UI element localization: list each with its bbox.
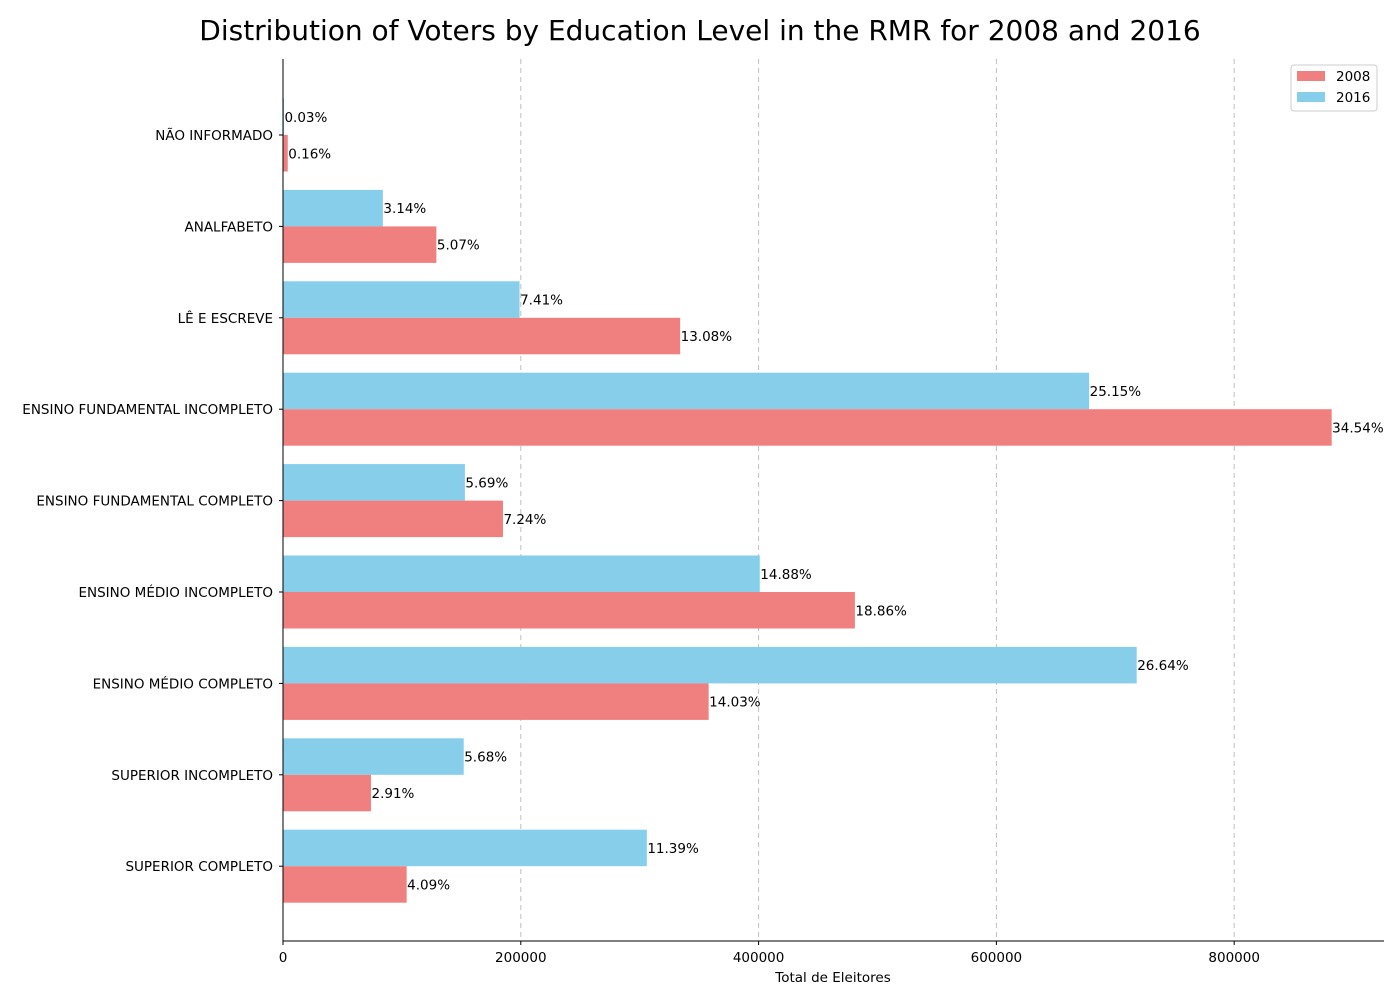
legend-label-2008: 2008 [1336,69,1370,85]
labels-layer: 0.03% 0.16% NÃO INFORMADO 3.14% 5.07% ANALFAB… [22,110,1384,966]
x-tick-label-0: 0 [279,950,288,966]
data-label-2016-0: 0.03% [284,110,327,126]
x-axis-label: Total de Eleitores [774,970,890,986]
category-label-1: ANALFABETO [184,219,273,235]
x-tick-label-2: 400000 [733,950,785,966]
category-label-4: ENSINO FUNDAMENTAL COMPLETO [36,494,273,510]
data-label-2016-3: 25.15% [1090,384,1142,400]
legend: 2008 2016 [1290,64,1378,112]
legend-label-2016: 2016 [1336,90,1370,106]
data-label-2008-6: 14.03% [709,695,761,711]
data-label-2008-3: 34.54% [1332,420,1384,436]
data-label-2008-8: 4.09% [407,877,450,893]
category-label-2: LÊ E ESCREVE [178,309,273,327]
data-label-2016-8: 11.39% [647,841,699,857]
category-label-5: ENSINO MÉDIO INCOMPLETO [78,584,273,601]
data-label-2016-5: 14.88% [760,567,812,583]
category-label-6: ENSINO MÉDIO COMPLETO [93,675,273,692]
data-label-2008-4: 7.24% [503,512,546,528]
bar-2016-3 [283,372,1090,410]
bar-2016-1 [283,189,383,227]
legend-swatch-2008 [1297,71,1325,81]
category-label-3: ENSINO FUNDAMENTAL INCOMPLETO [22,402,273,418]
bar-2008-6 [283,683,709,720]
category-label-8: SUPERIOR COMPLETO [125,859,273,875]
data-label-2008-1: 5.07% [437,238,480,254]
data-label-2016-1: 3.14% [383,201,426,217]
chart-title: Distribution of Voters by Education Leve… [199,14,1201,47]
data-label-2008-2: 13.08% [681,329,733,345]
data-label-2016-4: 5.69% [465,475,508,491]
bar-2008-8 [283,866,407,903]
bar-2008-4 [283,500,503,538]
data-label-2008-0: 0.16% [288,146,331,162]
data-label-2008-7: 2.91% [371,786,414,802]
bar-2016-4 [283,464,465,501]
x-tick-label-3: 600000 [971,950,1023,966]
data-label-2016-2: 7.41% [520,293,563,309]
bar-2016-6 [283,646,1137,684]
data-label-2008-5: 18.86% [855,603,907,619]
data-label-2016-7: 5.68% [464,750,507,766]
category-label-7: SUPERIOR INCOMPLETO [111,768,273,784]
bars-layer [283,98,1332,903]
bar-2016-5 [283,555,760,592]
data-label-2016-6: 26.64% [1137,658,1189,674]
bar-2008-2 [283,317,681,355]
grid-layer [520,59,1235,941]
bar-2008-3 [283,409,1332,446]
bar-2016-2 [283,281,520,318]
x-tick-label-1: 200000 [495,950,547,966]
bar-2008-0 [283,135,288,172]
bar-2008-7 [283,774,371,812]
x-tick-label-4: 800000 [1208,950,1260,966]
legend-swatch-2016 [1297,92,1325,102]
bar-2008-1 [283,226,437,263]
bar-2008-5 [283,592,855,629]
bar-2016-8 [283,829,647,867]
category-label-0: NÃO INFORMADO [155,127,273,144]
axes-layer [279,59,1384,945]
bar-2016-7 [283,738,464,775]
